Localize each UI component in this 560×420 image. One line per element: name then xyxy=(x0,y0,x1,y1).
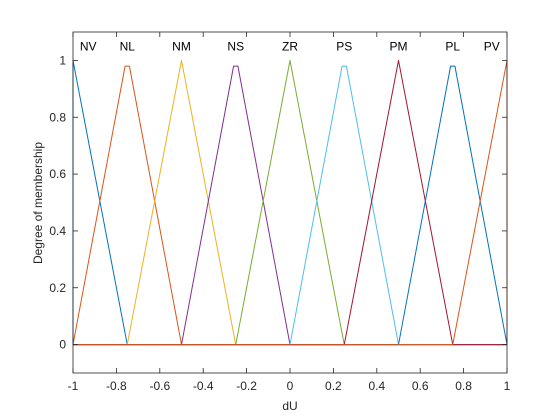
x-tick-label: -0.2 xyxy=(236,379,257,393)
y-tick-label: 0.2 xyxy=(49,281,66,295)
x-tick-label: -0.4 xyxy=(193,379,214,393)
y-tick-label: 1 xyxy=(59,53,66,67)
mf-label-zr: ZR xyxy=(282,39,298,53)
y-tick-label: 0 xyxy=(59,338,66,352)
y-tick-label: 0.4 xyxy=(49,224,66,238)
mf-label-nm: NM xyxy=(172,39,191,53)
mf-label-ns: NS xyxy=(227,39,244,53)
x-tick-label: -1 xyxy=(68,379,79,393)
mf-label-pm: PM xyxy=(390,39,408,53)
y-axis-title: Degree of membership xyxy=(31,142,45,264)
x-tick-label: 1 xyxy=(504,379,511,393)
membership-labels: NV NL NM NS ZR PS PM PL PV xyxy=(80,39,500,53)
x-axis-title: dU xyxy=(282,399,297,413)
y-tick-label: 0.8 xyxy=(49,110,66,124)
plot-area xyxy=(73,32,507,373)
x-tick-label: -0.8 xyxy=(106,379,127,393)
x-tick-label: 0.8 xyxy=(455,379,472,393)
mf-label-nl: NL xyxy=(120,39,136,53)
x-tick-label: -0.6 xyxy=(149,379,170,393)
x-tick-label: 0.4 xyxy=(368,379,385,393)
x-tick-label: 0.6 xyxy=(412,379,429,393)
mf-label-ps: PS xyxy=(336,39,352,53)
x-tick-label: 0.2 xyxy=(325,379,342,393)
y-tick-label: 0.6 xyxy=(49,167,66,181)
mf-label-pv: PV xyxy=(484,39,500,53)
mf-label-nv: NV xyxy=(80,39,97,53)
mf-label-pl: PL xyxy=(445,39,460,53)
x-tick-label: 0 xyxy=(287,379,294,393)
plot-background xyxy=(73,32,507,373)
axis-ticks: -1 -0.8 -0.6 -0.4 -0.2 0 0.2 0.4 0.6 0.8 1 0 0.2 0.4 0… xyxy=(49,32,511,393)
